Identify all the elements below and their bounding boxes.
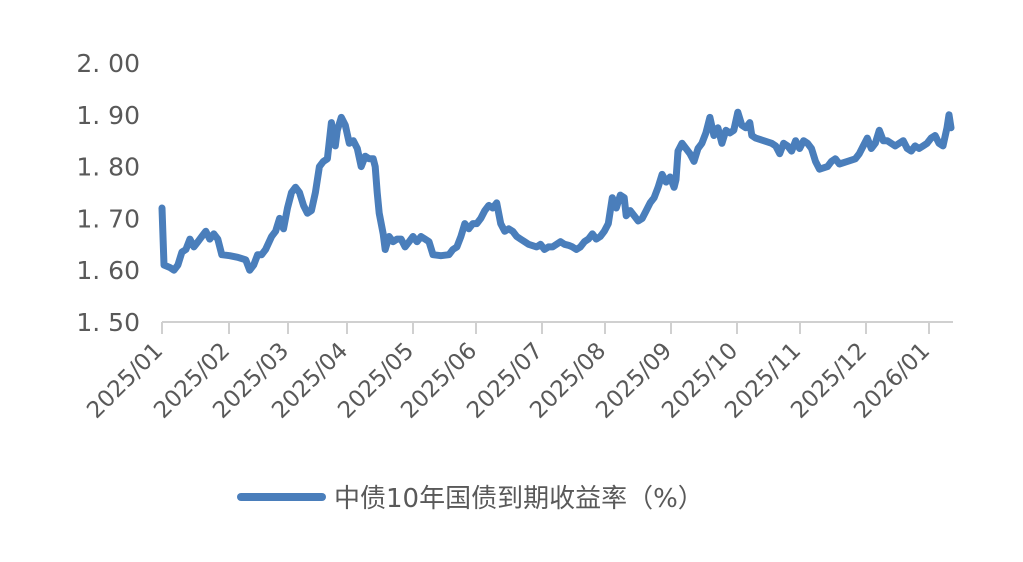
x-axis-labels: 2025/012025/022025/032025/042025/052025/… [82, 338, 935, 424]
legend-label: 中债10年国债到期收益率（%） [334, 484, 704, 514]
y-tick-label: 1. 90 [76, 101, 140, 130]
y-tick-label: 1. 60 [76, 256, 140, 285]
y-tick-label: 1. 80 [76, 153, 140, 182]
y-tick-label: 1. 70 [76, 204, 140, 233]
x-axis-ticks [161, 322, 930, 334]
y-tick-label: 1. 50 [76, 308, 140, 337]
yield-series-line [158, 108, 955, 274]
y-axis-ticks: 2. 00 1. 90 1. 80 1. 70 1. 60 1. 50 [76, 49, 140, 337]
legend: 中债10年国债到期收益率（%） [237, 484, 704, 514]
y-tick-label: 2. 00 [76, 49, 140, 78]
